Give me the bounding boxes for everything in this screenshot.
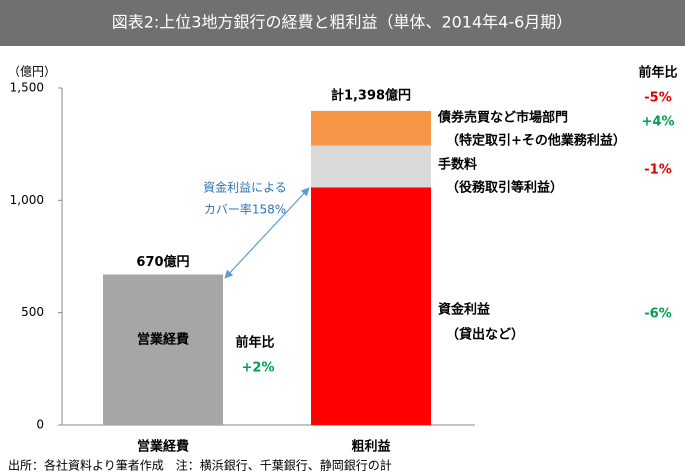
y-tick-label: 1,000	[10, 193, 44, 207]
series-label: 手数料	[438, 157, 477, 173]
yoy-value: -5%	[644, 91, 671, 106]
series-label: 営業経費	[137, 332, 189, 348]
total-label: 計1,398億円	[331, 87, 411, 103]
title-banner	[0, 0, 685, 46]
series-sublabel: （貸出など）	[446, 327, 524, 343]
bar-segment	[311, 110, 431, 146]
bar-segment	[311, 187, 431, 425]
yoy-value: +4%	[642, 115, 675, 130]
annotation: カバー率158%	[204, 202, 286, 217]
series-label: 債券売買など市場部門	[437, 110, 568, 126]
coverage-arrow	[224, 187, 310, 279]
y-tick-label: 1,500	[10, 81, 44, 95]
series-label: 資金利益	[438, 302, 490, 318]
x-tick-label: 粗利益	[351, 439, 390, 455]
y-axis-label: （億円）	[8, 65, 56, 79]
yoy-value: -1%	[644, 163, 671, 178]
annotation: 資金利益による	[203, 180, 287, 195]
bar-segment	[103, 274, 223, 425]
data-label: 670億円	[136, 254, 189, 270]
y-tick-label: 500	[21, 305, 44, 319]
series-sublabel: （特定取引+その他業務利益）	[446, 133, 626, 149]
x-tick-label: 営業経費	[137, 439, 189, 455]
y-tick-label: 0	[36, 418, 44, 432]
chart-title: 図表2:上位3地方銀行の経費と粗利益（単体、2014年4-6月期）	[112, 13, 573, 32]
footnote: 出所：各社資料より筆者作成 注：横浜銀行、千葉銀行、静岡銀行の計	[8, 458, 392, 473]
yoy-header: 前年比	[638, 65, 677, 81]
series-sublabel: （役務取引等利益）	[446, 180, 563, 196]
bar-segment	[311, 145, 431, 188]
yoy-value: +2%	[242, 361, 275, 376]
yoy-header: 前年比	[235, 335, 274, 351]
yoy-value: -6%	[644, 307, 671, 322]
